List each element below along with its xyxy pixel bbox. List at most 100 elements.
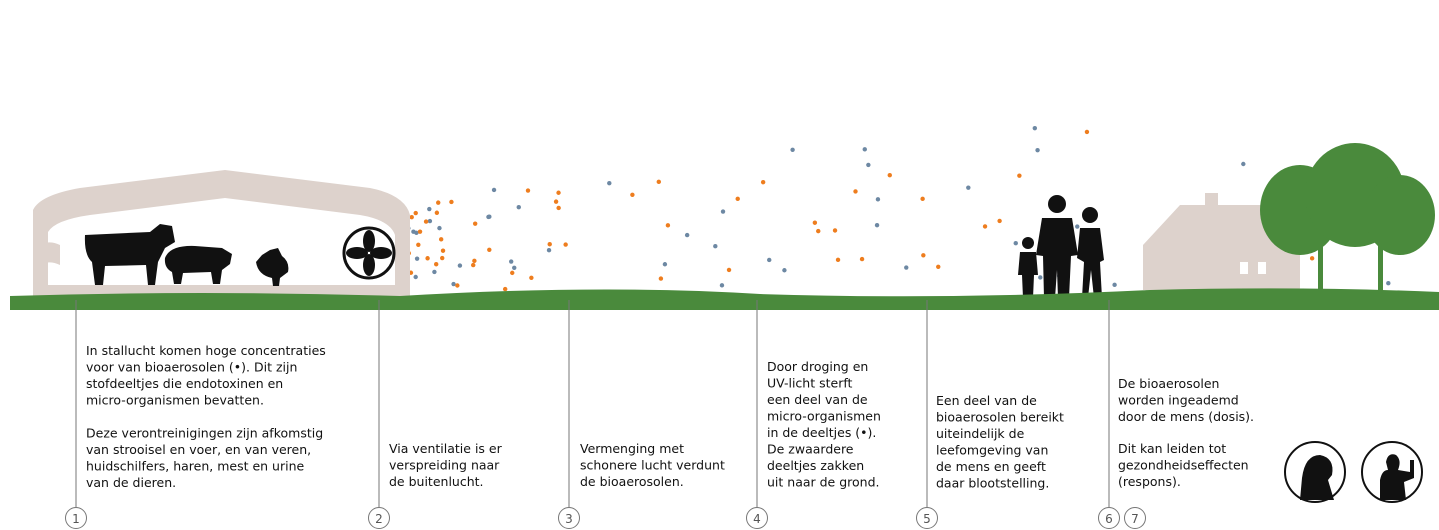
air-dot: [720, 283, 724, 287]
step-text: De zwaardere: [767, 442, 854, 457]
step-text: van strooisel en voer, en van veren,: [86, 442, 311, 457]
air-dot: [790, 148, 794, 152]
step-text: uit naar de grond.: [767, 475, 880, 490]
air-dot: [920, 197, 924, 201]
air-dot: [1017, 173, 1021, 177]
step-text: uiteindelijk de: [936, 426, 1025, 441]
air-dot: [659, 276, 663, 280]
air-dot: [526, 188, 530, 192]
air-dot: [440, 256, 444, 260]
step-number: 1: [72, 512, 80, 526]
step-text: verspreiding naar: [389, 458, 500, 473]
step-number: 3: [565, 512, 573, 526]
air-dot: [415, 256, 419, 260]
air-dot: [836, 258, 840, 262]
air-dot: [487, 248, 491, 252]
air-dot: [1241, 162, 1245, 166]
air-dot: [813, 221, 817, 225]
steps: 1 In stallucht komen hoge concentraties vo…: [66, 300, 1255, 529]
step-text: voor van bioaerosolen (•). Dit zijn: [86, 360, 297, 375]
air-dot: [471, 263, 475, 267]
step-text: Via ventilatie is er: [389, 441, 503, 456]
air-dot: [833, 228, 837, 232]
air-dot: [503, 287, 507, 291]
step-text: daar blootstelling.: [936, 476, 1049, 491]
step-number: 6: [1105, 512, 1113, 526]
step-text: in de deeltjes (•).: [767, 425, 876, 440]
air-dot: [1085, 130, 1089, 134]
air-dot: [472, 259, 476, 263]
air-dot: [630, 193, 634, 197]
step-text: In stallucht komen hoge concentraties: [86, 343, 326, 358]
step-text: (respons).: [1118, 474, 1181, 489]
air-dot: [1035, 148, 1039, 152]
air-dot: [563, 242, 567, 246]
air-dot: [449, 200, 453, 204]
step-text: huidschilfers, haren, mest en urine: [86, 459, 304, 474]
step-number: 2: [375, 512, 383, 526]
step-text: micro-organismen: [767, 409, 881, 424]
step-text: Door droging en: [767, 359, 868, 374]
air-dot: [936, 265, 940, 269]
air-dot: [657, 180, 661, 184]
step-text: door de mens (dosis).: [1118, 409, 1254, 424]
air-dot: [1033, 126, 1037, 130]
air-dot: [1386, 281, 1390, 285]
air-dot: [983, 224, 987, 228]
air-dot: [1014, 241, 1018, 245]
air-dot: [607, 181, 611, 185]
step-text: van de dieren.: [86, 475, 176, 490]
air-dot: [434, 262, 438, 266]
air-dot: [554, 199, 558, 203]
air-dot: [414, 211, 418, 215]
air-dot: [761, 180, 765, 184]
step-text: Dit kan leiden tot: [1118, 441, 1226, 456]
air-dot: [875, 223, 879, 227]
step-text: Vermenging met: [580, 441, 684, 456]
air-dot: [441, 249, 445, 253]
air-dot: [455, 283, 459, 287]
air-dot: [510, 271, 514, 275]
air-dot: [428, 219, 432, 223]
step-text: de buitenlucht.: [389, 474, 484, 489]
step-text: een deel van de: [767, 392, 868, 407]
air-dot: [997, 219, 1001, 223]
air-dot: [853, 189, 857, 193]
step-text: leefomgeving van: [936, 443, 1048, 458]
air-dot: [436, 200, 440, 204]
step-text: de bioaerosolen.: [580, 474, 684, 489]
step-text: schonere lucht verdunt: [580, 458, 725, 473]
air-dot: [451, 282, 455, 286]
air-dot: [721, 209, 725, 213]
air-dot: [860, 257, 864, 261]
air-dot: [458, 263, 462, 267]
air-dot: [727, 268, 731, 272]
step-text: bioaerosolen bereikt: [936, 410, 1064, 425]
air-dot: [418, 229, 422, 233]
air-dot: [866, 163, 870, 167]
air-dot: [413, 275, 417, 279]
air-dot: [512, 266, 516, 270]
step-text: de mens en geeft: [936, 459, 1046, 474]
air-dot: [439, 237, 443, 241]
air-dot: [492, 188, 496, 192]
step-text: micro-organismen bevatten.: [86, 393, 264, 408]
air-dot: [437, 226, 441, 230]
diagram: 1 In stallucht komen hoge concentraties vo…: [0, 0, 1439, 530]
air-dot: [767, 258, 771, 262]
air-dot: [666, 223, 670, 227]
air-dot: [416, 243, 420, 247]
air-dot: [432, 270, 436, 274]
air-dot: [782, 268, 786, 272]
step-text: worden ingeademd: [1118, 393, 1239, 408]
air-dot: [876, 197, 880, 201]
air-dot: [685, 233, 689, 237]
step-text: De bioaerosolen: [1118, 376, 1219, 391]
air-dot: [663, 262, 667, 266]
air-dot: [816, 229, 820, 233]
air-dot: [410, 215, 414, 219]
air-dot: [736, 197, 740, 201]
air-dot: [435, 211, 439, 215]
air-dot: [904, 265, 908, 269]
people: [1018, 195, 1104, 298]
